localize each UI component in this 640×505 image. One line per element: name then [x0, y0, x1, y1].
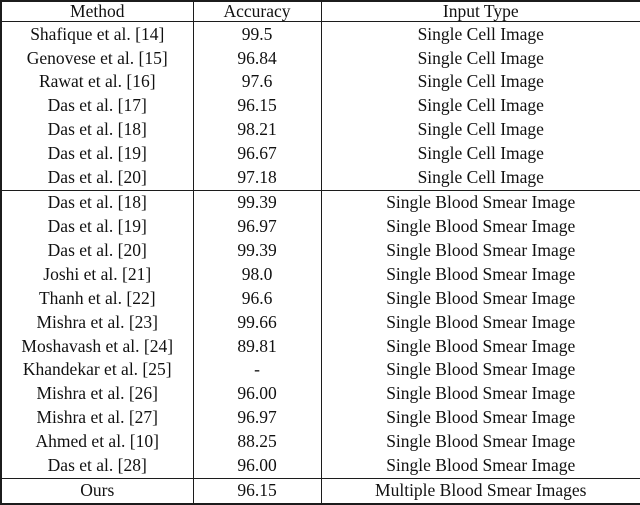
method-cell: Das et al. [20]	[0, 238, 194, 263]
table-row: Khandekar et al. [25] - Single Blood Smear…	[0, 358, 640, 382]
input-type-cell: Single Blood Smear Image	[320, 286, 640, 311]
input-type-cell: Single Blood Smear Image	[320, 453, 640, 479]
method-cell: Das et al. [20]	[0, 165, 194, 191]
method-cell: Das et al. [17]	[0, 94, 194, 118]
input-type-cell: Single Cell Image	[320, 141, 640, 166]
table-row: Das et al. [18] 98.21 Single Cell Image	[0, 117, 640, 142]
accuracy-cell: 97.6	[192, 70, 322, 95]
input-type-cell: Single Cell Image	[320, 70, 640, 95]
table-row: Ours 96.15 Multiple Blood Smear Images	[0, 477, 640, 504]
method-cell: Das et al. [18]	[0, 189, 194, 215]
table-row: Das et al. [19] 96.97 Single Blood Smear I…	[0, 214, 640, 239]
method-cell: Shafique et al. [14]	[0, 21, 194, 47]
column-header-input-type: Input Type	[320, 1, 640, 23]
table-row: Das et al. [19] 96.67 Single Cell Image	[0, 141, 640, 166]
table-row: Das et al. [28] 96.00 Single Blood Smear I…	[0, 453, 640, 479]
input-type-cell: Single Blood Smear Image	[320, 405, 640, 430]
accuracy-cell: 96.00	[192, 453, 322, 479]
table-row: Moshavash et al. [24] 89.81 Single Blood S…	[0, 334, 640, 359]
input-type-cell: Single Blood Smear Image	[320, 262, 640, 287]
table-row: Rawat et al. [16] 97.6 Single Cell Image	[0, 70, 640, 95]
accuracy-cell: 99.39	[192, 189, 322, 215]
method-cell: Das et al. [19]	[0, 214, 194, 239]
table-row: Genovese et al. [15] 96.84 Single Cell Ima…	[0, 46, 640, 71]
method-cell: Das et al. [18]	[0, 117, 194, 142]
column-header-method: Method	[0, 1, 194, 23]
method-cell: Mishra et al. [26]	[0, 381, 194, 406]
method-cell: Genovese et al. [15]	[0, 46, 194, 71]
method-cell: Ours	[0, 477, 194, 504]
table-row: Das et al. [20] 99.39 Single Blood Smear I…	[0, 238, 640, 263]
input-type-cell: Single Cell Image	[320, 94, 640, 118]
input-type-cell: Single Cell Image	[320, 21, 640, 47]
table-body: Shafique et al. [14] 99.5 Single Cell Imag…	[0, 21, 640, 504]
method-cell: Mishra et al. [23]	[0, 310, 194, 335]
accuracy-cell: 96.6	[192, 286, 322, 311]
accuracy-cell: 96.67	[192, 141, 322, 166]
input-type-cell: Single Blood Smear Image	[320, 334, 640, 359]
accuracy-cell: 98.21	[192, 117, 322, 142]
table-row: Mishra et al. [27] 96.97 Single Blood Smea…	[0, 405, 640, 430]
method-cell: Mishra et al. [27]	[0, 405, 194, 430]
accuracy-cell: 99.5	[192, 21, 322, 47]
accuracy-cell: 89.81	[192, 334, 322, 359]
input-type-cell: Multiple Blood Smear Images	[320, 477, 640, 504]
method-cell: Ahmed et al. [10]	[0, 429, 194, 454]
table-row: Shafique et al. [14] 99.5 Single Cell Imag…	[0, 21, 640, 47]
input-type-cell: Single Blood Smear Image	[320, 381, 640, 406]
table-row: Thanh et al. [22] 96.6 Single Blood Smear …	[0, 286, 640, 311]
input-type-cell: Single Blood Smear Image	[320, 310, 640, 335]
table-row: Das et al. [17] 96.15 Single Cell Image	[0, 94, 640, 118]
accuracy-cell: 96.84	[192, 46, 322, 71]
accuracy-cell: 97.18	[192, 165, 322, 191]
input-type-cell: Single Blood Smear Image	[320, 214, 640, 239]
accuracy-cell: 96.97	[192, 214, 322, 239]
method-cell: Khandekar et al. [25]	[0, 358, 194, 382]
input-type-cell: Single Blood Smear Image	[320, 238, 640, 263]
table-row: Das et al. [20] 97.18 Single Cell Image	[0, 165, 640, 191]
accuracy-cell: 96.15	[192, 94, 322, 118]
accuracy-cell: 96.00	[192, 381, 322, 406]
method-cell: Rawat et al. [16]	[0, 70, 194, 95]
input-type-cell: Single Blood Smear Image	[320, 189, 640, 215]
table-row: Mishra et al. [26] 96.00 Single Blood Smea…	[0, 381, 640, 406]
table-row: Mishra et al. [23] 99.66 Single Blood Smea…	[0, 310, 640, 335]
table-row: Joshi et al. [21] 98.0 Single Blood Smear …	[0, 262, 640, 287]
input-type-cell: Single Cell Image	[320, 46, 640, 71]
method-cell: Joshi et al. [21]	[0, 262, 194, 287]
accuracy-cell: 88.25	[192, 429, 322, 454]
accuracy-cell: 99.39	[192, 238, 322, 263]
accuracy-cell: -	[192, 358, 322, 382]
table-row: Ahmed et al. [10] 88.25 Single Blood Smear…	[0, 429, 640, 454]
column-header-accuracy: Accuracy	[192, 1, 322, 23]
header-row: Method Accuracy Input Type	[0, 1, 640, 23]
input-type-cell: Single Cell Image	[320, 117, 640, 142]
method-cell: Das et al. [28]	[0, 453, 194, 479]
method-cell: Thanh et al. [22]	[0, 286, 194, 311]
method-cell: Moshavash et al. [24]	[0, 334, 194, 359]
input-type-cell: Single Blood Smear Image	[320, 358, 640, 382]
accuracy-cell: 99.66	[192, 310, 322, 335]
method-cell: Das et al. [19]	[0, 141, 194, 166]
table-row: Das et al. [18] 99.39 Single Blood Smear I…	[0, 189, 640, 215]
accuracy-cell: 96.97	[192, 405, 322, 430]
input-type-cell: Single Blood Smear Image	[320, 429, 640, 454]
accuracy-cell: 96.15	[192, 477, 322, 504]
accuracy-cell: 98.0	[192, 262, 322, 287]
input-type-cell: Single Cell Image	[320, 165, 640, 191]
